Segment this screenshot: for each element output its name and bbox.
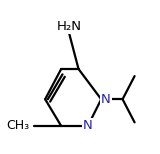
- Text: H₂N: H₂N: [57, 20, 82, 33]
- Text: N: N: [101, 93, 111, 106]
- Text: CH₃: CH₃: [6, 119, 29, 132]
- Text: N: N: [83, 119, 93, 132]
